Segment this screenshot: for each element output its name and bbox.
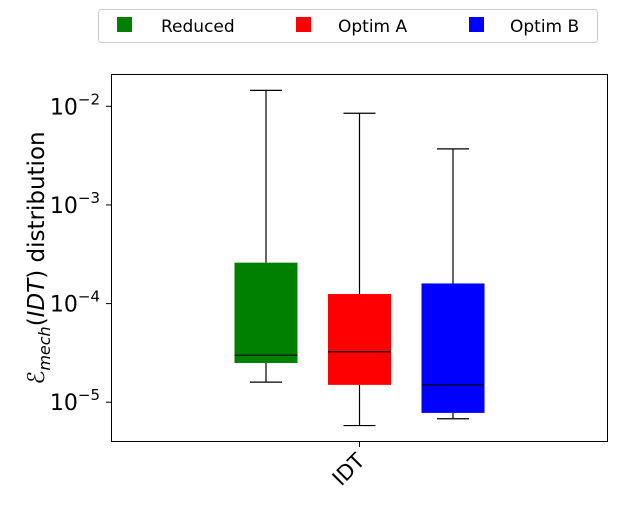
y-label-symbol: ℰ bbox=[24, 371, 50, 385]
legend-label-optim-a: Optim A bbox=[338, 17, 408, 37]
y-tick-base: 10 bbox=[50, 194, 78, 219]
legend: Reduced Optim A Optim B bbox=[98, 9, 598, 43]
legend-label-reduced: Reduced bbox=[161, 17, 235, 37]
box-reduced bbox=[234, 89, 298, 383]
y-tick-exponent: −5 bbox=[78, 386, 100, 404]
legend-label-optim-b: Optim B bbox=[510, 17, 579, 37]
y-tick-label: 10−5 bbox=[50, 386, 100, 416]
y-axis-ticks: 10−510−410−310−2 bbox=[50, 90, 112, 416]
y-tick-label: 10−4 bbox=[50, 288, 100, 318]
y-label-open-paren: ( bbox=[24, 317, 50, 326]
y-axis-label: ℰmech(IDT) distribution bbox=[24, 131, 54, 384]
legend-swatch-optim-a bbox=[296, 17, 311, 32]
y-label-subscript: mech bbox=[35, 326, 54, 370]
y-tick-base: 10 bbox=[50, 293, 78, 318]
y-label-rest: distribution bbox=[24, 131, 50, 269]
y-tick-base: 10 bbox=[50, 391, 78, 416]
y-tick-label: 10−3 bbox=[50, 189, 100, 219]
box-group bbox=[234, 89, 485, 427]
legend-swatch-optim-b bbox=[469, 17, 484, 32]
y-tick-exponent: −4 bbox=[78, 288, 100, 306]
y-label-argument: IDT bbox=[24, 277, 50, 317]
box-body bbox=[421, 283, 485, 413]
x-tick-label-idt: IDT bbox=[328, 448, 370, 490]
y-tick-exponent: −3 bbox=[78, 189, 100, 207]
box-body bbox=[328, 294, 391, 385]
y-label-close-paren: ) bbox=[24, 270, 50, 279]
y-tick-label: 10−2 bbox=[50, 90, 100, 120]
y-tick-base: 10 bbox=[50, 95, 78, 120]
box-optim-b bbox=[421, 148, 485, 420]
box-body bbox=[234, 262, 298, 363]
legend-swatch-reduced bbox=[117, 17, 132, 32]
y-tick-exponent: −2 bbox=[78, 90, 100, 108]
box-optim-a bbox=[328, 112, 391, 427]
svg-text:ℰmech(IDT) distribution: ℰmech(IDT) distribution bbox=[24, 131, 54, 384]
